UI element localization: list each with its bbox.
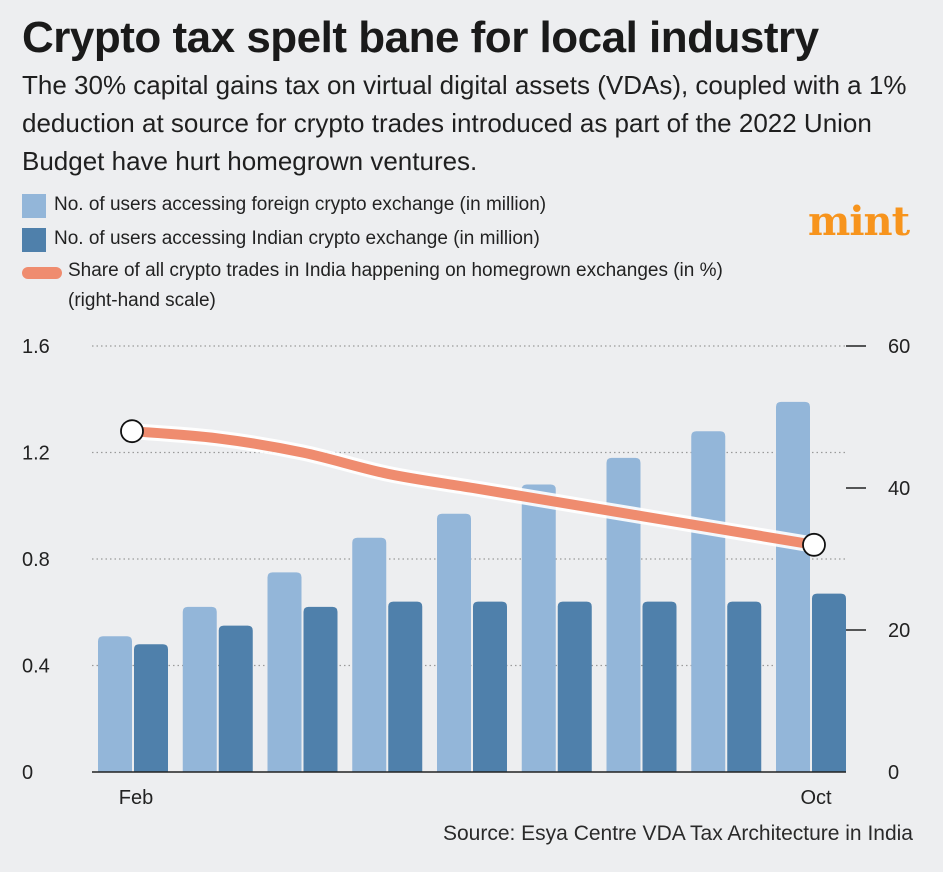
legend-swatch-foreign: [22, 194, 46, 218]
chart-subtitle: The 30% capital gains tax on virtual dig…: [22, 70, 907, 176]
bar-foreign: [267, 572, 302, 772]
bar-indian: [303, 606, 338, 772]
chart-title: Crypto tax spelt bane for local industry: [22, 13, 819, 62]
y-left-tick-label: 0.8: [22, 549, 50, 571]
y-right-tick-label: 60: [888, 336, 910, 358]
bar-foreign: [182, 606, 217, 772]
bar-foreign: [521, 484, 556, 772]
bar-foreign: [98, 636, 132, 772]
y-left-tick-label: 1.2: [22, 443, 50, 465]
bar-indian: [473, 601, 507, 772]
bar-indian: [727, 601, 762, 772]
y-left-tick-label: 1.6: [22, 336, 50, 358]
bar-indian: [218, 625, 253, 772]
bar-indian: [642, 601, 677, 772]
y-right-tick-label: 40: [888, 478, 910, 500]
bar-foreign: [606, 457, 641, 772]
bar-indian: [812, 593, 846, 772]
line-share: [127, 426, 819, 550]
legend-line-share: [22, 267, 62, 279]
bar-foreign: [352, 537, 387, 772]
x-tick-label: Feb: [119, 787, 153, 809]
legend-label-indian: No. of users accessing Indian crypto exc…: [54, 228, 540, 249]
legend: No. of users accessing foreign crypto ex…: [22, 190, 762, 322]
bar-foreign: [437, 513, 471, 772]
y-left-tick-label: 0: [22, 762, 33, 784]
source-note: Source: Esya Centre VDA Tax Architecture…: [442, 822, 913, 845]
bar-indian: [388, 601, 423, 772]
legend-swatch-indian: [22, 228, 46, 252]
legend-label-share: Share of all crypto trades in India happ…: [68, 260, 723, 311]
line-share-endpoint-marker: [120, 419, 144, 444]
bar-indian: [134, 644, 168, 772]
y-left-tick-label: 0.4: [22, 656, 50, 678]
y-right-tick-label: 0: [888, 762, 899, 784]
x-tick-label: Oct: [800, 787, 832, 809]
legend-item-foreign: No. of users accessing foreign crypto ex…: [22, 190, 762, 224]
bar-foreign: [691, 431, 726, 772]
line-share-endpoint-marker: [802, 532, 826, 557]
bar-indian: [557, 601, 592, 772]
bar-foreign: [776, 401, 810, 772]
y-right-tick-label: 20: [888, 620, 910, 642]
legend-item-indian: No. of users accessing Indian crypto exc…: [22, 224, 762, 258]
mint-logo: mint: [808, 198, 910, 245]
legend-item-share: Share of all crypto trades in India happ…: [22, 258, 762, 322]
legend-label-foreign: No. of users accessing foreign crypto ex…: [54, 194, 547, 215]
